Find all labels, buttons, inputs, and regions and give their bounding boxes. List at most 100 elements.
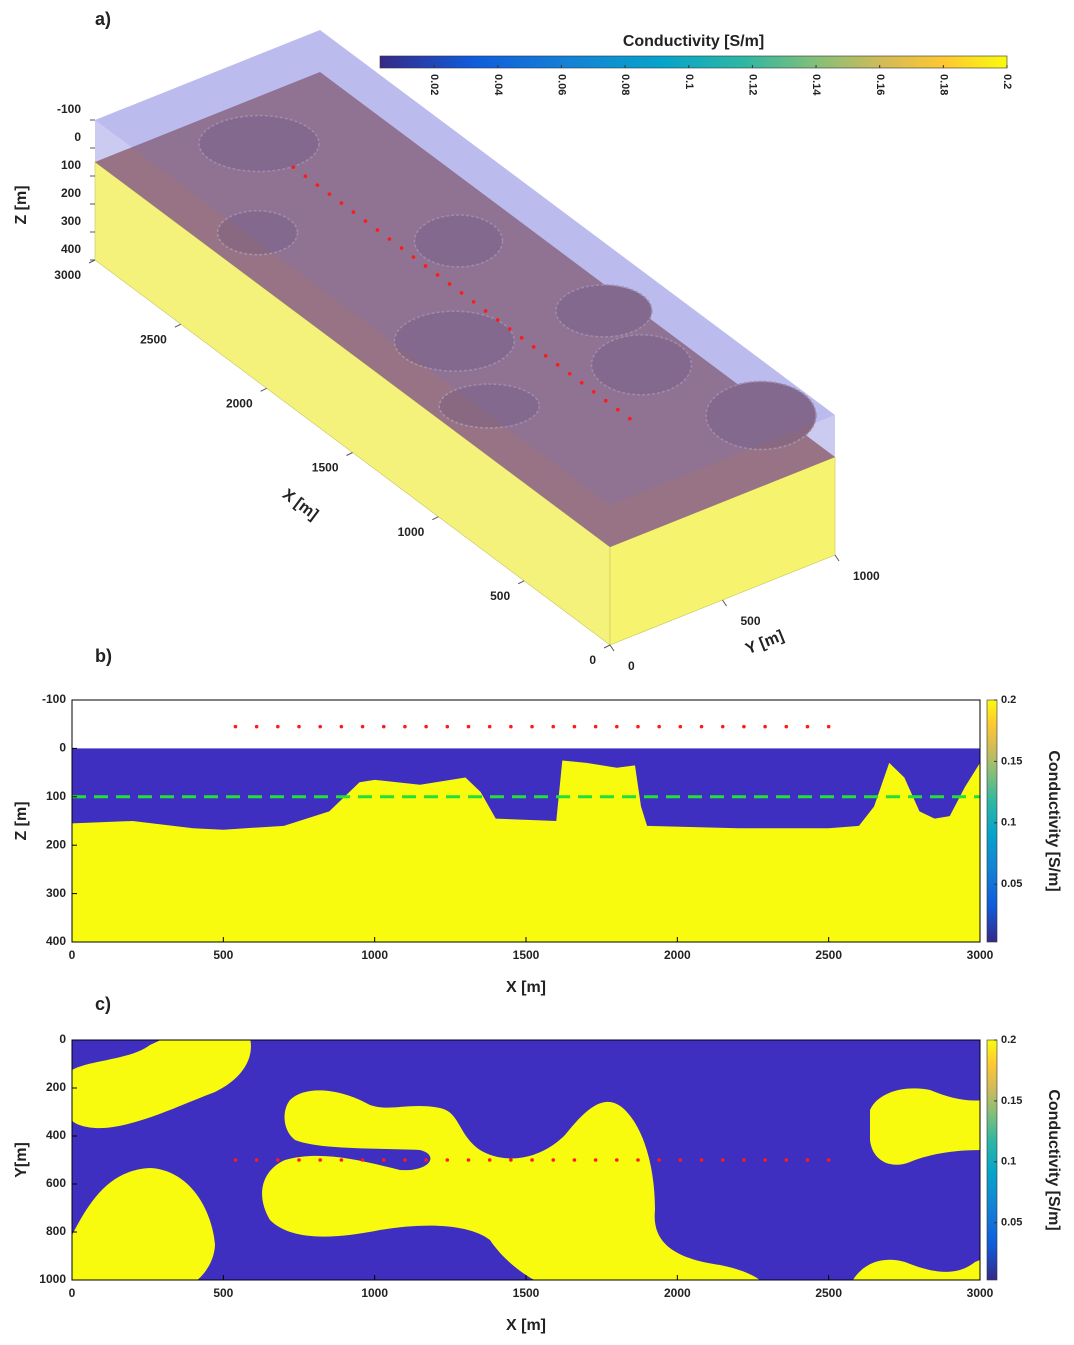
survey-point [276, 724, 280, 729]
colorbar-tick-label: 0.05 [1001, 1217, 1022, 1229]
x-tick-label: 2500 [815, 1286, 842, 1300]
panel-label: b) [95, 646, 112, 666]
zone [262, 1090, 760, 1280]
survey-point [615, 1158, 619, 1162]
x-axis-label: X [m] [506, 979, 546, 996]
survey-point [555, 363, 560, 367]
survey-point [375, 228, 380, 232]
y-axis-label: Y [m] [743, 627, 786, 658]
y-tick-label: 200 [46, 1080, 66, 1094]
survey-point [351, 210, 356, 214]
y-tick-label: 300 [46, 886, 66, 900]
survey-point [471, 300, 476, 304]
survey-point [233, 724, 238, 729]
survey-point [387, 237, 392, 241]
x-tick-label: 500 [490, 589, 510, 603]
survey-point [678, 1158, 683, 1162]
colorbar-tick-label: 0.18 [937, 74, 949, 95]
survey-point [339, 1158, 344, 1162]
survey-point [720, 724, 725, 729]
y-tick-label: 0 [59, 1032, 66, 1046]
y-axis-label: Y[m] [13, 1142, 30, 1178]
conductive-layer [72, 760, 980, 942]
colorbar-tick-label: 0.2 [1001, 1034, 1016, 1046]
x-tick-label: 3000 [54, 268, 81, 282]
colorbar-tick-label: 0.1 [1001, 1156, 1016, 1168]
survey-point [628, 416, 632, 421]
terrain-hill [555, 284, 653, 338]
zone [72, 1040, 251, 1129]
survey-point [530, 724, 534, 729]
colorbar-tick-label: 0.06 [556, 74, 568, 95]
survey-point [720, 1158, 725, 1162]
x-tick [346, 452, 353, 456]
terrain-hill [393, 310, 516, 372]
survey-point [360, 1158, 365, 1162]
survey-point [591, 389, 596, 394]
y-tick-label: 500 [741, 614, 761, 628]
survey-point [784, 724, 789, 729]
survey-point [381, 724, 386, 729]
survey-point [603, 398, 608, 403]
colorbar-tick-label: 0.04 [492, 74, 504, 96]
survey-point [435, 273, 440, 277]
survey-point [445, 724, 450, 729]
survey-point [297, 1158, 301, 1162]
survey-point [742, 724, 746, 729]
survey-point [360, 724, 365, 729]
colorbar-tick-label: 0.05 [1001, 878, 1022, 890]
survey-point [615, 407, 620, 412]
survey-point [297, 724, 301, 729]
panel-label: a) [95, 9, 111, 29]
colorbar-tick-label: 0.02 [428, 74, 440, 95]
y-tick-label: 400 [46, 1128, 66, 1142]
colorbar-title: Conductivity [S/m] [1045, 1089, 1062, 1230]
survey-point [507, 327, 512, 331]
survey-point [593, 724, 598, 729]
survey-point [254, 724, 259, 729]
x-tick-label: 2000 [226, 397, 253, 411]
survey-point [466, 1158, 471, 1162]
plot-frame [71, 699, 981, 943]
survey-point [487, 724, 492, 729]
survey-point [411, 255, 416, 259]
survey-point [315, 183, 320, 187]
survey-point [459, 291, 464, 295]
colorbar-tick-label: 0.2 [1001, 74, 1013, 89]
survey-point [495, 318, 500, 322]
colorbar-tick-label: 0.16 [874, 74, 886, 95]
x-axis-label: X [m] [506, 1317, 546, 1334]
survey-point [403, 1158, 407, 1162]
y-tick [722, 599, 727, 607]
x-tick [174, 323, 182, 328]
survey-point [381, 1158, 386, 1162]
survey-point [399, 246, 404, 250]
survey-point [447, 282, 452, 286]
survey-point [678, 724, 683, 729]
x-tick-label: 500 [213, 948, 233, 962]
survey-point [483, 309, 488, 313]
colorbar-tick-label: 0.12 [746, 74, 758, 95]
x-tick-label: 500 [213, 1286, 233, 1300]
plot-frame [71, 1039, 981, 1281]
terrain-hill [705, 380, 817, 451]
survey-point [567, 371, 572, 376]
survey-point [509, 1158, 513, 1162]
x-tick-label: 1500 [312, 461, 339, 475]
survey-point [424, 724, 428, 729]
x-tick-label: 3000 [967, 948, 994, 962]
colorbar-title: Conductivity [S/m] [1045, 750, 1062, 891]
x-tick-label: 2500 [140, 332, 167, 346]
colorbar-tick-label: 0.08 [619, 74, 631, 95]
x-tick-label: 0 [589, 653, 596, 667]
survey-point [543, 354, 548, 358]
survey-point [403, 724, 407, 729]
survey-point [579, 380, 584, 385]
colorbar [986, 699, 998, 943]
y-tick [609, 644, 615, 652]
survey-point [339, 724, 344, 729]
survey-point [805, 724, 810, 729]
survey-point [509, 724, 513, 729]
water-top [95, 30, 835, 505]
